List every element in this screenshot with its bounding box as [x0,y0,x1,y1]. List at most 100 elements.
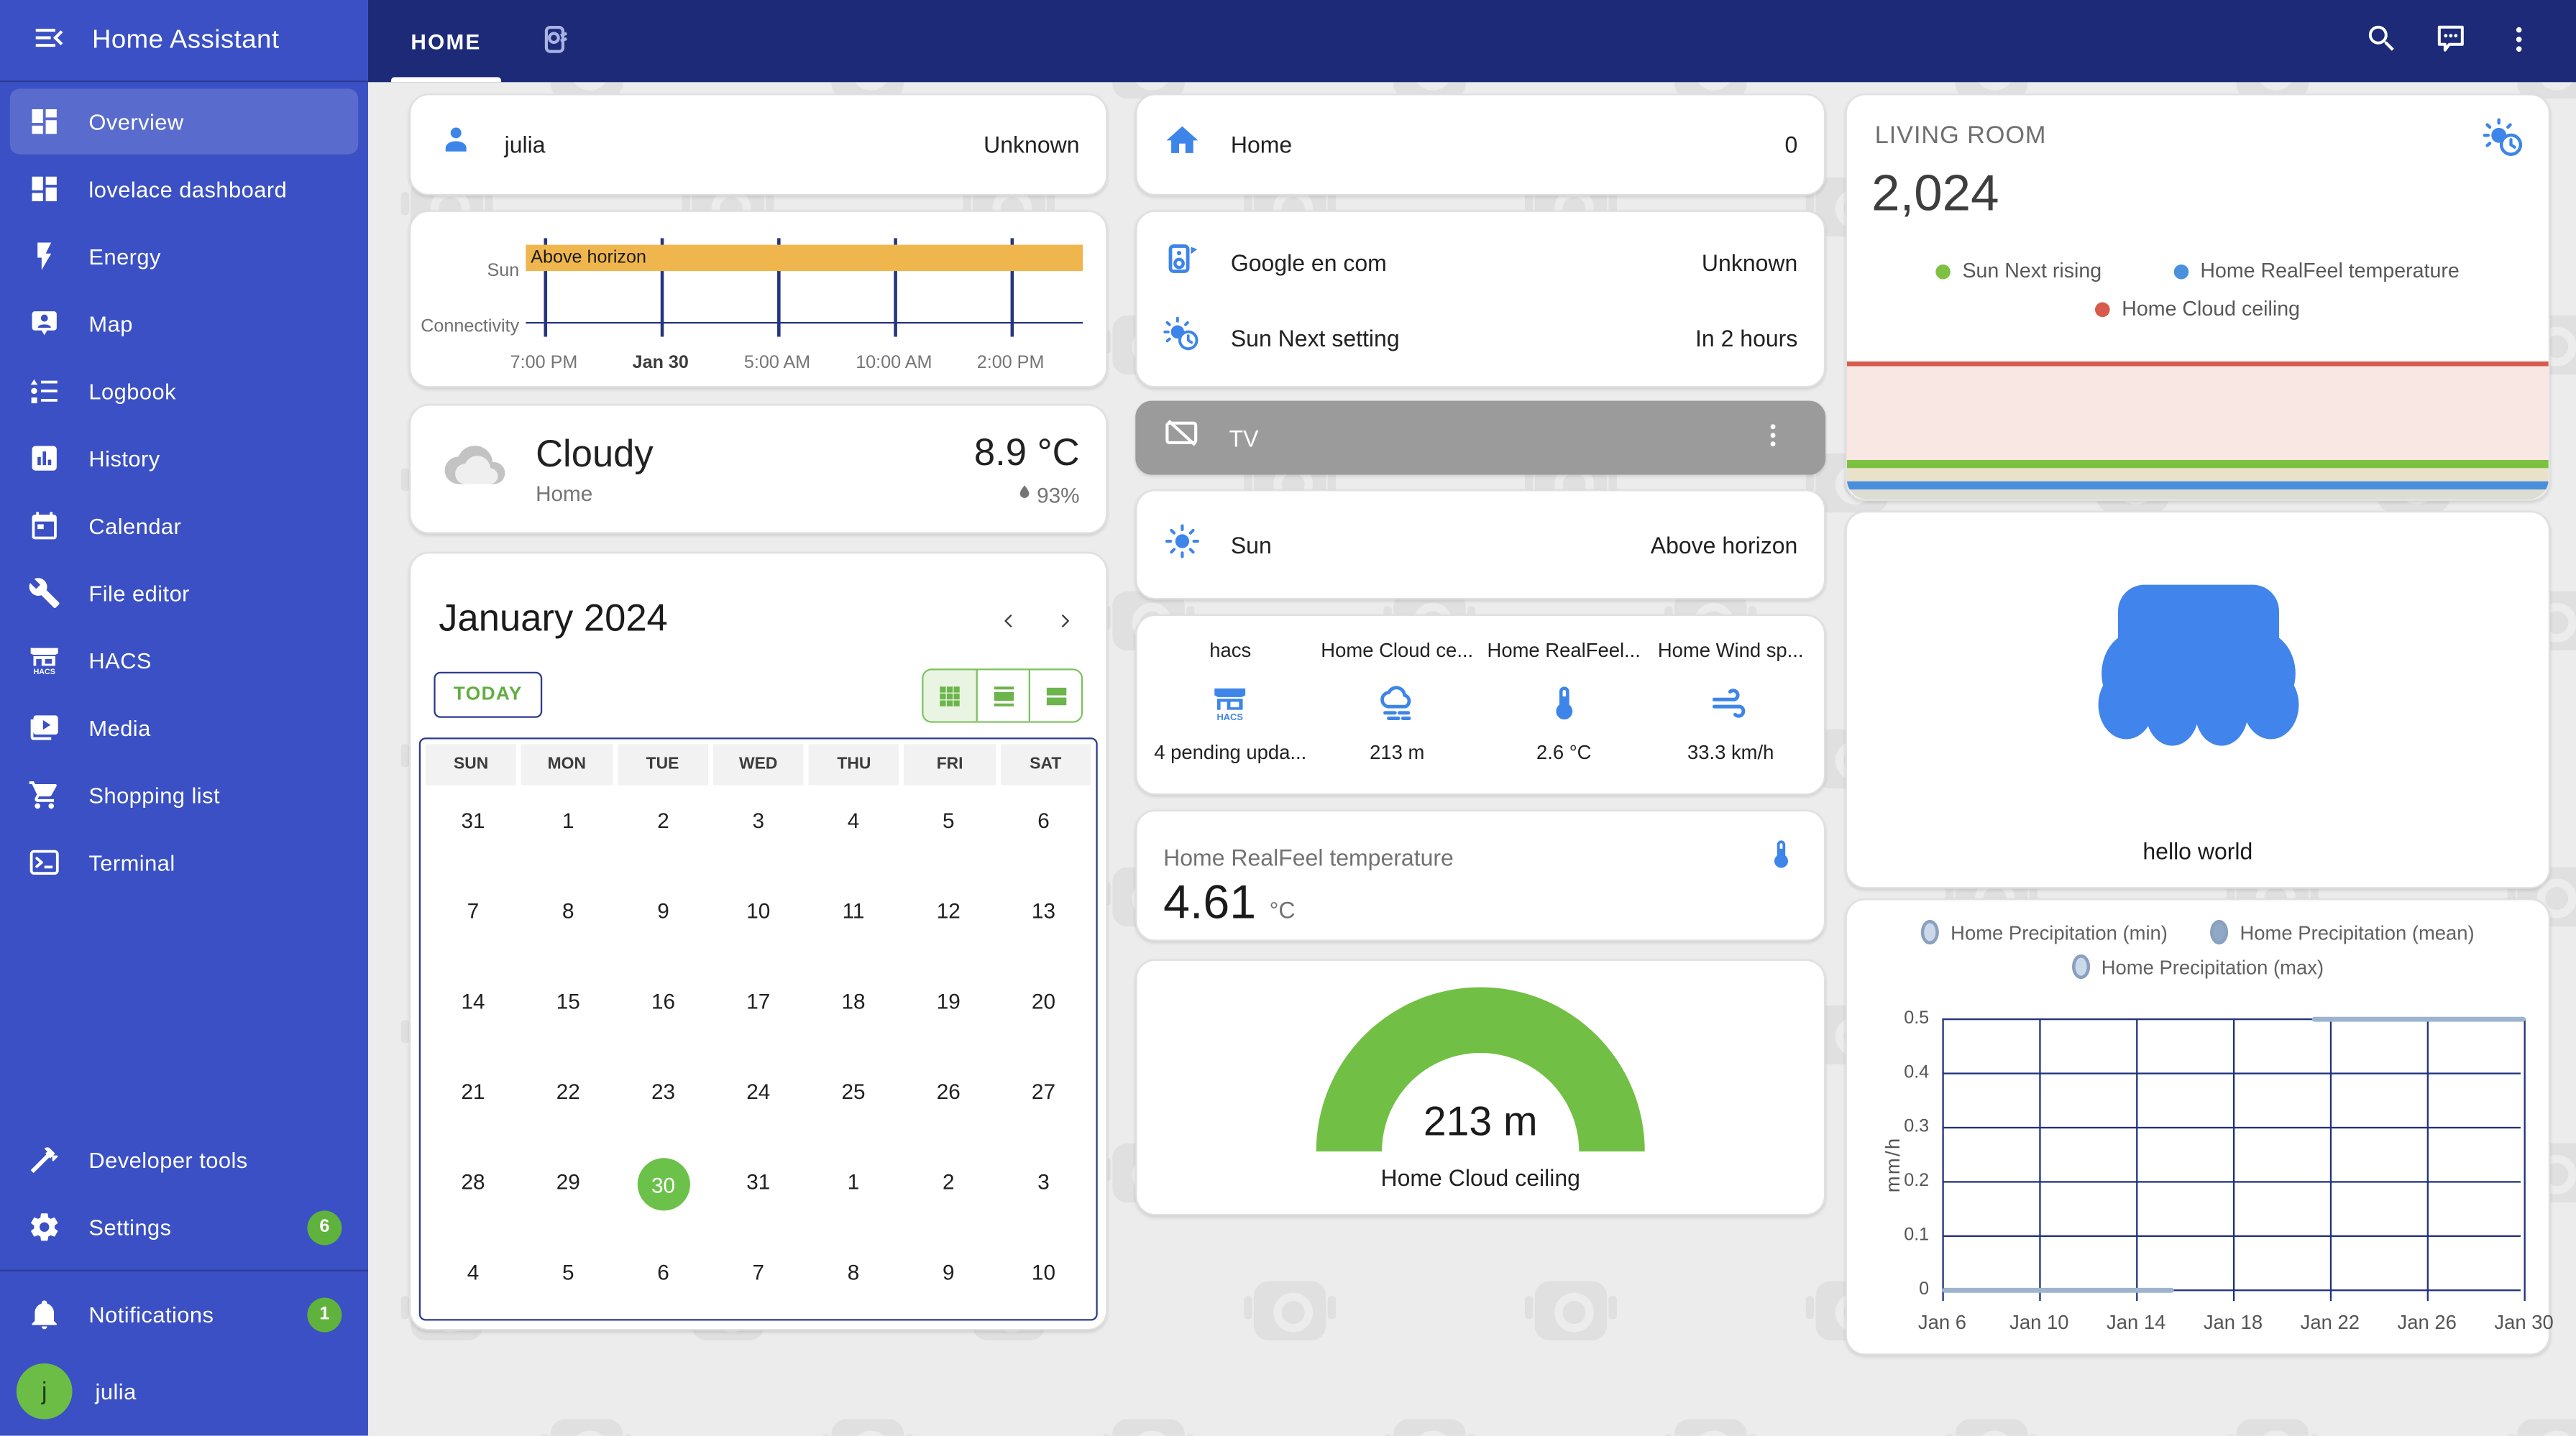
calendar-day[interactable]: 16 [651,988,676,1014]
calendar-day-today[interactable]: 30 [615,1153,710,1211]
calendar-day[interactable]: 6 [657,1259,669,1285]
sun-card[interactable]: Sun Above horizon [1135,489,1826,600]
calendar-day[interactable]: 27 [1031,1079,1056,1104]
sidebar-item-terminal[interactable]: Terminal [10,829,359,895]
glance-item-realfeel[interactable]: Home RealFeel... 2.6 °C [1480,639,1647,773]
menu-toggle-button[interactable] [23,14,75,66]
calendar-day[interactable]: 1 [847,1169,860,1195]
precipitation-chart-card[interactable]: Home Precipitation (min) Home Precipitat… [1845,898,2554,1356]
glance-item-wind[interactable]: Home Wind sp... 33.3 km/h [1647,639,1814,773]
calendar-day[interactable]: 22 [556,1079,580,1104]
assist-button[interactable] [2416,6,2485,75]
calendar-day[interactable]: 4 [847,808,860,833]
calendar-day[interactable]: 10 [746,898,771,924]
calendar-day[interactable]: 14 [461,988,485,1014]
calendar-day[interactable]: 11 [842,898,865,924]
glance-value: 4 pending upda... [1154,740,1307,764]
overflow-menu-button[interactable] [2485,6,2554,75]
calendar-day[interactable]: 5 [942,808,955,833]
sidebar-item-logbook[interactable]: Logbook [10,358,359,423]
calendar-today-button[interactable]: TODAY [434,671,543,718]
calendar-day[interactable]: 23 [651,1079,676,1104]
calendar-day[interactable]: 20 [1031,988,1056,1014]
calendar-day[interactable]: 3 [752,808,765,833]
calendar-day-view-button[interactable] [1028,670,1081,722]
calendar-day[interactable]: 19 [936,988,961,1014]
calendar-day[interactable]: 18 [841,988,866,1014]
sidebar-item-file-editor[interactable]: File editor [10,560,359,625]
history-graph-card[interactable]: Sun Connectivity Above horizon 7:00 PM J… [409,210,1108,388]
sidebar-item-settings[interactable]: Settings 6 [10,1195,359,1260]
hello-world-card[interactable]: hello world [1845,510,2551,889]
weather-card[interactable]: Cloudy Home 8.9 °C 93% [409,404,1108,534]
calendar-day[interactable]: 21 [461,1079,485,1104]
search-button[interactable] [2347,6,2416,75]
calendar-day[interactable]: 7 [752,1259,765,1285]
calendar-week-view-button[interactable] [976,670,1029,722]
legend-item[interactable]: Sun Next rising [1935,259,2101,282]
person-card[interactable]: julia Unknown [409,93,1108,195]
calendar-day[interactable]: 4 [467,1259,480,1285]
sidebar-item-history[interactable]: History [10,425,359,491]
glance-item-cloud-ceiling[interactable]: Home Cloud ce... 213 m [1314,639,1480,773]
sidebar-item-notifications[interactable]: Notifications 1 [10,1281,359,1347]
calendar-next-button[interactable] [1047,603,1083,639]
kebab-menu-icon [2503,22,2536,60]
calendar-day[interactable]: 29 [556,1169,580,1195]
calendar-month-view-button[interactable] [923,670,976,722]
living-room-statistics-card[interactable]: LIVING ROOM 2,024 Sun Next rising Home R… [1845,93,2551,502]
calendar-day[interactable]: 31 [746,1169,771,1195]
calendar-day[interactable]: 12 [936,898,961,924]
calendar-day[interactable]: 13 [1031,898,1056,924]
calendar-day[interactable]: 8 [562,898,574,924]
area-card-home[interactable]: Home 0 [1135,93,1826,195]
tab-home[interactable]: HOME [375,0,518,83]
entity-row-google-en-com[interactable]: Google en com Unknown [1137,225,1824,300]
glance-item-hacs[interactable]: hacs HACS 4 pending upda... [1147,639,1314,773]
sidebar-item-lovelace-dashboard[interactable]: lovelace dashboard [10,156,359,221]
calendar-day[interactable]: 25 [841,1079,866,1104]
calendar-prev-button[interactable] [991,603,1027,639]
sidebar-item-map[interactable]: Map [10,291,359,356]
calendar-day[interactable]: 24 [746,1079,771,1104]
sidebar-item-calendar[interactable]: Calendar [10,493,359,558]
calendar-day[interactable]: 6 [1037,808,1050,833]
calendar-day[interactable]: 10 [1031,1259,1056,1285]
hammer-icon [27,1141,63,1177]
sidebar-item-hacs[interactable]: HACS HACS [10,627,359,693]
calendar-day[interactable]: 9 [942,1259,955,1285]
gauge-card[interactable]: 213 m Home Cloud ceiling [1135,959,1826,1216]
sidebar-item-shopping-list[interactable]: Shopping list [10,762,359,827]
sidebar-item-energy[interactable]: Energy [10,224,359,289]
calendar-day[interactable]: 26 [936,1079,961,1104]
legend-item[interactable]: Home Precipitation (max) [2071,954,2324,980]
calendar-day[interactable]: 28 [461,1169,485,1195]
entity-state: In 2 hours [1695,325,1798,352]
calendar-day[interactable]: 2 [942,1169,955,1195]
legend-item[interactable]: Home RealFeel temperature [2173,259,2460,282]
todo-list-button[interactable] [528,13,584,69]
legend-item[interactable]: Home Precipitation (mean) [2210,919,2475,945]
entity-row-sun-next-setting[interactable]: Sun Next setting In 2 hours [1137,300,1824,376]
sidebar-item-overview[interactable]: Overview [9,88,359,155]
calendar-day[interactable]: 3 [1037,1169,1050,1195]
calendar-day[interactable]: 17 [746,988,771,1014]
calendar-day[interactable]: 7 [467,898,480,924]
calendar-day[interactable]: 2 [657,808,669,833]
calendar-day[interactable]: 5 [562,1259,574,1285]
legend-item[interactable]: Home Cloud ceiling [2095,298,2300,321]
calendar-card[interactable]: January 2024 TODAY SUN MON TUE WED THU [409,551,1108,1331]
sun-state-bar[interactable]: Above horizon [526,244,1083,272]
sidebar-item-developer-tools[interactable]: Developer tools [10,1127,359,1192]
calendar-day[interactable]: 1 [562,808,574,833]
tv-menu-button[interactable] [1748,419,1798,457]
tv-card[interactable]: TV [1135,400,1826,475]
realfeel-sensor-card[interactable]: Home RealFeel temperature 4.61 °C [1135,809,1826,942]
sidebar-item-user[interactable]: j julia [10,1348,359,1434]
calendar-day[interactable]: 8 [847,1259,860,1285]
sidebar-item-media[interactable]: Media [10,695,359,760]
calendar-day[interactable]: 31 [461,808,485,833]
legend-item[interactable]: Home Precipitation (min) [1920,919,2168,945]
calendar-day[interactable]: 9 [657,898,669,924]
calendar-day[interactable]: 15 [556,988,580,1014]
